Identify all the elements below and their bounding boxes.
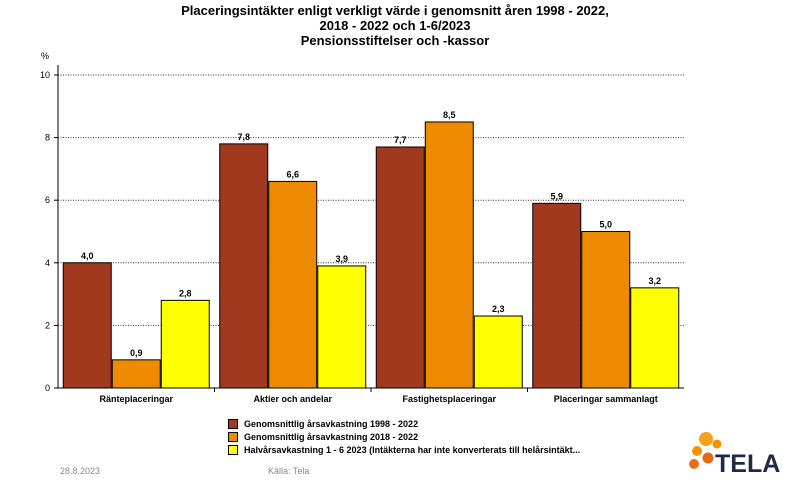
data-label: 5,9 [550,191,563,201]
data-label: 5,0 [599,220,612,230]
y-tick-label: 10 [40,70,50,80]
data-label: 3,9 [335,254,348,264]
bar [630,287,680,389]
legend-item: Genomsnittlig årsavkastning 2018 - 2022 [228,431,580,443]
data-label: 0,9 [130,348,143,358]
legend-label-series-3: Halvårsavkastning 1 - 6 2023 (Intäkterna… [244,445,581,455]
legend-item: Halvårsavkastning 1 - 6 2023 (Intäkterna… [228,444,580,456]
bar [111,359,161,389]
legend-swatch-series-2 [228,432,238,442]
bar [424,121,474,389]
data-label: 2,3 [492,304,505,314]
bar [473,315,523,389]
x-tick-label: Aktier och andelar [253,394,332,404]
data-label: 3,2 [648,276,661,286]
tela-logo-icon [689,432,722,469]
chart-title-line-3: Pensionsstiftelser och -kassor [300,33,490,48]
y-axis-unit-label: % [41,51,50,61]
footer-date: 28.8.2023 [60,466,101,476]
data-label: 7,7 [394,135,407,145]
y-tick-label: 8 [45,133,50,143]
legend-item: Genomsnittlig årsavkastning 1998 - 2022 [228,418,580,430]
x-tick-label: Ränteplaceringar [99,394,173,404]
bar [581,231,631,389]
legend-label-series-2: Genomsnittlig årsavkastning 2018 - 2022 [244,432,419,442]
bar [62,262,112,389]
logo-text: TELA [715,450,781,478]
x-tick-label: Placeringar sammanlagt [554,394,658,404]
chart-title-line-2: 2018 - 2022 och 1-6/2023 [319,18,471,33]
bar [317,265,367,389]
legend-swatch-series-1 [228,419,238,429]
bar [375,146,425,389]
y-tick-label: 2 [45,320,50,330]
x-tick-label: Fastighetsplaceringar [402,394,496,404]
chart-title-line-1: Placeringsintäkter enligt verkligt värde… [181,3,609,18]
y-tick-label: 4 [45,258,50,268]
chart-title: Placeringsintäkter enligt verkligt värde… [0,3,790,48]
legend: Genomsnittlig årsavkastning 1998 - 2022 … [228,418,580,457]
bar [268,180,318,389]
legend-swatch-series-3 [228,445,238,455]
data-label: 7,8 [237,132,250,142]
y-tick-label: 0 [45,383,50,393]
data-label: 4,0 [81,251,94,261]
bar [532,202,582,389]
legend-label-series-1: Genomsnittlig årsavkastning 1998 - 2022 [244,419,419,429]
bar [219,143,269,389]
bar [160,299,210,389]
y-tick-label: 6 [45,195,50,205]
footer-source: Källa: Tela [268,466,310,476]
tela-logo: TELA [684,430,784,482]
data-label: 8,5 [443,110,456,120]
data-label: 2,8 [179,288,192,298]
data-label: 6,6 [286,169,299,179]
